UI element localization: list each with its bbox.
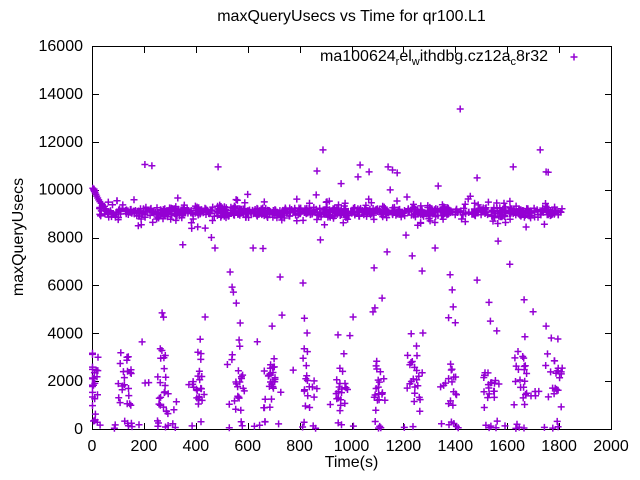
legend-text-segment: ma100624 [320, 48, 396, 65]
x-tick-label: 1000 [334, 438, 370, 455]
y-tick-label: 6000 [47, 277, 83, 294]
plot-border [92, 46, 612, 430]
x-tick-label: 1200 [386, 438, 422, 455]
y-tick-label: 16000 [39, 38, 84, 55]
y-tick-label: 2000 [47, 373, 83, 390]
data-points [89, 105, 566, 432]
y-tick-label: 4000 [47, 325, 83, 342]
legend-text-segment: ithdbg.cz12a [419, 48, 511, 65]
x-tick-label: 1600 [489, 438, 525, 455]
y-tick-label: 14000 [39, 86, 84, 103]
x-tick-label: 2000 [593, 438, 629, 455]
chart-title: maxQueryUsecs vs Time for qr100.L1 [217, 8, 486, 25]
x-axis-label: Time(s) [324, 454, 379, 471]
legend-subscript: w [411, 56, 420, 68]
legend-subscript: r [395, 56, 400, 68]
axis-ticks [92, 46, 612, 430]
legend-text-segment: 8r32 [515, 48, 548, 65]
legend-subscript: c [510, 56, 516, 68]
x-tick-label: 400 [182, 438, 209, 455]
y-tick-label: 10000 [39, 182, 84, 199]
x-tick-label: 0 [88, 438, 97, 455]
x-tick-label: 1400 [438, 438, 474, 455]
x-tick-label: 200 [131, 438, 158, 455]
y-tick-label: 12000 [39, 134, 84, 151]
legend-marker-icon [570, 53, 578, 61]
y-tick-label: 8000 [47, 230, 83, 247]
y-tick-label: 0 [74, 421, 83, 438]
y-axis-label: maxQueryUsecs [10, 177, 27, 297]
x-tick-label: 1800 [541, 438, 577, 455]
x-tick-label: 800 [286, 438, 313, 455]
legend-label: ma100624relwithdbg.cz12ac8r32 [320, 47, 548, 68]
legend-text-segment: el [399, 48, 412, 65]
x-tick-label: 600 [234, 438, 261, 455]
